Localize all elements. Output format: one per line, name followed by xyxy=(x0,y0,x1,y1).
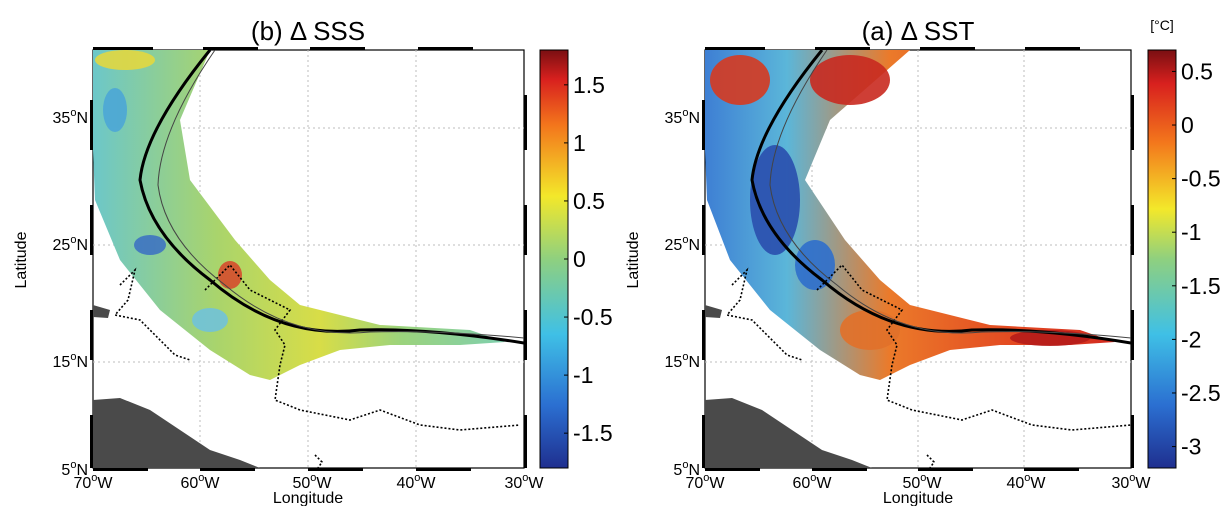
colorbar-tick-label: 0 xyxy=(1181,112,1194,138)
colorbar-tick-label: -1.5 xyxy=(573,420,613,446)
data-swath xyxy=(705,50,1115,380)
colorbar-tick-label: -1.5 xyxy=(1181,273,1221,299)
colorbar-ticks: 0.5 0 -0.5 -1 -1.5 -2 -2.5 -3 xyxy=(1172,58,1221,460)
lat-tick-35: 35oN xyxy=(665,107,700,127)
lon-tick-60: 60oW xyxy=(180,472,220,492)
lat-tick-25: 25oN xyxy=(53,234,88,254)
colorbar: [°C] 0.5 0 -0.5 -1 -1.5 -2 -2.5 -3 xyxy=(1147,17,1221,469)
lon-tick-labels: 70oW 60oW 50oW 40oW 30oW xyxy=(685,472,1151,492)
x-axis-label: Longitude xyxy=(273,490,343,506)
colorbar-tick-label: 1 xyxy=(573,130,586,156)
panel-sss: (b) Δ SSS xyxy=(13,16,613,506)
lon-tick-30: 30oW xyxy=(1111,472,1151,492)
lon-tick-70: 70oW xyxy=(685,472,725,492)
colorbar-tick-label: 1.5 xyxy=(573,72,605,98)
frame-border-bands xyxy=(702,47,1134,471)
lon-tick-30: 30oW xyxy=(504,472,544,492)
panel-title: (b) Δ SSS xyxy=(251,16,365,46)
panel-sst: (a) Δ SST xyxy=(625,16,1221,506)
data-swath xyxy=(93,50,505,380)
colorbar-ticks: 1.5 1 0.5 0 -0.5 -1 -1.5 xyxy=(564,72,613,446)
panel-title: (a) Δ SST xyxy=(862,16,975,46)
lat-tick-5: 5oN xyxy=(673,459,700,479)
lat-tick-labels: 35oN 25oN 15oN 5oN xyxy=(665,107,700,479)
colorbar-tick-label: -1 xyxy=(573,362,593,388)
colorbar-unit: [°C] xyxy=(1150,17,1174,33)
colorbar-tick-label: -2.5 xyxy=(1181,380,1221,406)
x-axis-label: Longitude xyxy=(883,490,953,506)
land-masses xyxy=(93,305,260,468)
colorbar-tick-label: 0.5 xyxy=(1181,58,1213,84)
lon-tick-70: 70oW xyxy=(73,472,113,492)
colorbar-tick-label: -3 xyxy=(1181,434,1201,460)
swath-anomalies xyxy=(710,55,1090,350)
colorbar-tick-label: -1 xyxy=(1181,219,1201,245)
colorbar-tick-label: 0.5 xyxy=(573,188,605,214)
lon-tick-labels: 70oW 60oW 50oW 40oW 30oW xyxy=(73,472,544,492)
lon-tick-50: 50oW xyxy=(292,472,332,492)
land-masses xyxy=(705,305,872,468)
lon-tick-60: 60oW xyxy=(792,472,832,492)
y-axis-label: Latitude xyxy=(13,231,30,288)
ship-track xyxy=(138,50,524,345)
swath-anomalies xyxy=(95,50,242,332)
lat-tick-5: 5oN xyxy=(61,459,88,479)
coastline xyxy=(725,263,1131,468)
lat-tick-labels: 35oN 25oN 15oN 5oN xyxy=(53,107,88,479)
y-axis-label: Latitude xyxy=(625,231,642,288)
lat-tick-25: 25oN xyxy=(665,234,700,254)
frame-border-bands xyxy=(90,47,527,471)
colorbar-tick-label: -2 xyxy=(1181,326,1201,352)
colorbar: 1.5 1 0.5 0 -0.5 -1 -1.5 xyxy=(539,49,613,469)
lon-tick-40: 40oW xyxy=(1006,472,1046,492)
lat-tick-15: 15oN xyxy=(53,351,88,371)
coastline xyxy=(113,263,521,468)
colorbar-tick-label: -0.5 xyxy=(573,304,613,330)
colorbar-tick-label: -0.5 xyxy=(1181,166,1221,192)
lat-tick-15: 15oN xyxy=(665,351,700,371)
lat-tick-35: 35oN xyxy=(53,107,88,127)
lon-tick-50: 50oW xyxy=(902,472,942,492)
lon-tick-40: 40oW xyxy=(396,472,436,492)
ship-track xyxy=(750,50,1131,345)
colorbar-tick-label: 0 xyxy=(573,246,586,272)
